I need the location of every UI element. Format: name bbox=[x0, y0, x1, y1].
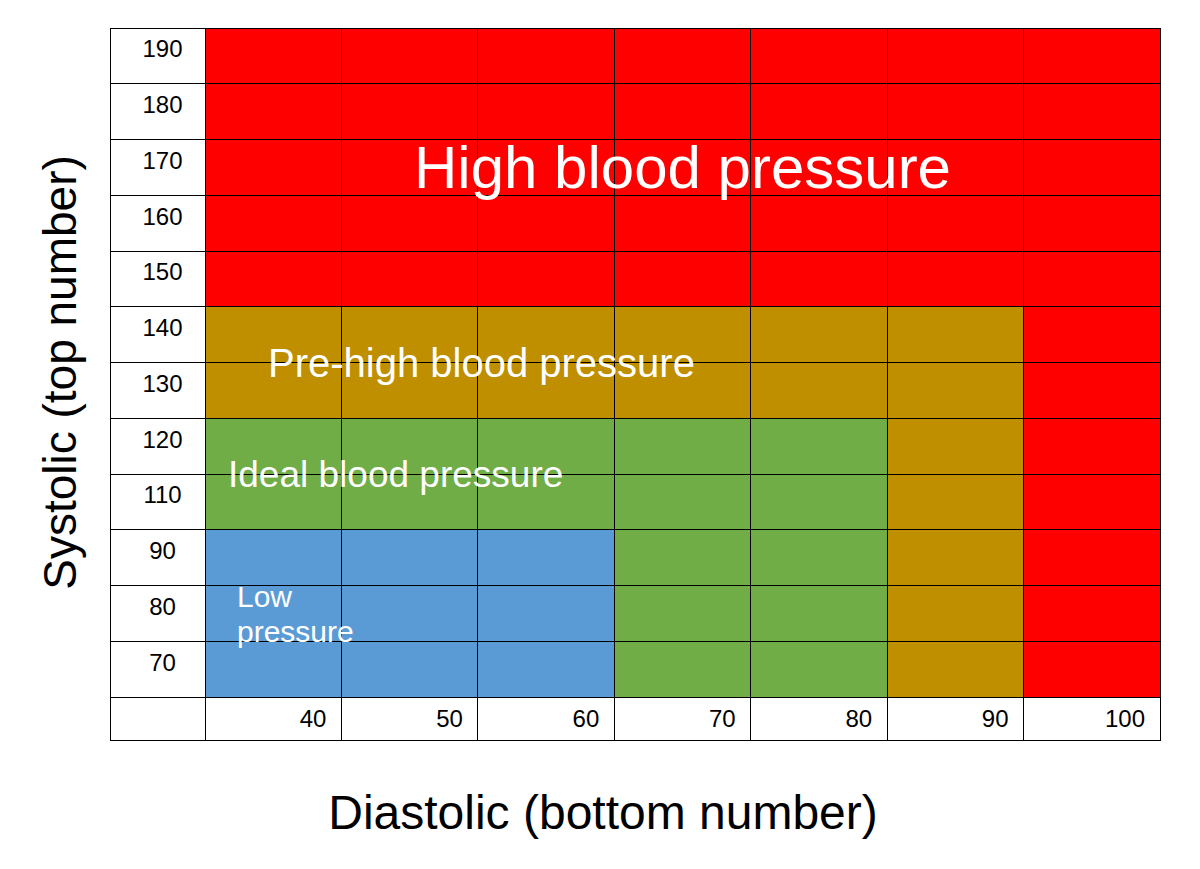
y-axis-title: Systolic (top number) bbox=[34, 155, 86, 590]
tick: 180 bbox=[142, 91, 205, 118]
tick: 60 bbox=[546, 697, 599, 732]
zone bbox=[205, 418, 887, 697]
tick-label: 150 bbox=[142, 258, 182, 285]
frame bbox=[110, 28, 1160, 740]
zone-label: Pre-high blood pressure bbox=[268, 341, 695, 385]
tick: 70 bbox=[149, 649, 205, 676]
axis-line bbox=[205, 29, 206, 698]
zone-label: Lowpressure bbox=[237, 580, 354, 648]
zone bbox=[205, 530, 614, 697]
tick-label: 70 bbox=[149, 649, 176, 676]
tick-label: 90 bbox=[982, 705, 1009, 732]
tick-label: 190 bbox=[142, 35, 182, 62]
zone-label: Ideal blood pressure bbox=[228, 454, 563, 495]
grid-line bbox=[110, 418, 1160, 419]
tick-label: 40 bbox=[300, 705, 327, 732]
tick: 130 bbox=[142, 370, 205, 397]
tick: 40 bbox=[273, 697, 326, 732]
tick-label: 60 bbox=[573, 705, 600, 732]
zone-label-line: Ideal blood pressure bbox=[228, 454, 563, 495]
zone-labels: High blood pressure Pre-high blood pressu… bbox=[228, 134, 951, 647]
tick: 50 bbox=[410, 697, 463, 732]
grid bbox=[110, 28, 1160, 740]
tick-label: 70 bbox=[709, 705, 736, 732]
zone-label-line: Low bbox=[237, 580, 292, 613]
tick-label: 140 bbox=[142, 314, 182, 341]
x-axis-title: Diastolic (bottom number) bbox=[328, 786, 878, 839]
grid-line bbox=[110, 529, 1160, 530]
tick-label: 170 bbox=[142, 147, 182, 174]
tick: 120 bbox=[142, 426, 205, 453]
grid-line bbox=[110, 306, 1160, 307]
zone-label: High blood pressure bbox=[414, 134, 951, 201]
tick-label: 80 bbox=[149, 593, 176, 620]
tick-label: 90 bbox=[149, 537, 176, 564]
tick-label: 120 bbox=[142, 426, 182, 453]
y-axis: 70 80 90 110 120 130 140 150 160 170 180 190 bbox=[142, 29, 205, 698]
grid-line bbox=[110, 251, 1160, 252]
tick-label: 50 bbox=[436, 705, 463, 732]
tick-label: 130 bbox=[142, 370, 182, 397]
chart-container: High blood pressure Pre-high blood pressu… bbox=[0, 0, 1200, 869]
tick: 170 bbox=[142, 147, 205, 174]
x-axis: 40 50 60 70 80 90 100 bbox=[206, 697, 1161, 732]
tick-label: 80 bbox=[845, 705, 872, 732]
tick: 80 bbox=[819, 697, 872, 732]
grid-line bbox=[110, 83, 1160, 84]
tick-label: 160 bbox=[142, 203, 182, 230]
grid-line bbox=[110, 697, 1160, 698]
zone-label-line: High blood pressure bbox=[414, 134, 951, 201]
tick-label: 110 bbox=[143, 481, 181, 508]
tick: 90 bbox=[149, 537, 205, 564]
grid-line bbox=[205, 28, 206, 740]
tick-label: 100 bbox=[1105, 705, 1145, 732]
chart: High blood pressure Pre-high blood pressu… bbox=[0, 0, 1200, 869]
tick: 190 bbox=[142, 35, 205, 62]
tick-label: 180 bbox=[142, 91, 182, 118]
tick: 160 bbox=[142, 203, 205, 230]
tick: 90 bbox=[955, 697, 1008, 732]
tick: 110 bbox=[143, 481, 205, 508]
tick: 80 bbox=[149, 593, 205, 620]
grid-line bbox=[1023, 28, 1024, 740]
tick: 140 bbox=[142, 314, 205, 341]
zone-label-line: Pre-high blood pressure bbox=[268, 341, 695, 385]
tick: 70 bbox=[683, 697, 736, 732]
axis-line bbox=[206, 697, 1161, 698]
zone-label-line: pressure bbox=[237, 614, 354, 647]
tick: 150 bbox=[142, 258, 205, 285]
tick: 100 bbox=[1092, 697, 1145, 732]
